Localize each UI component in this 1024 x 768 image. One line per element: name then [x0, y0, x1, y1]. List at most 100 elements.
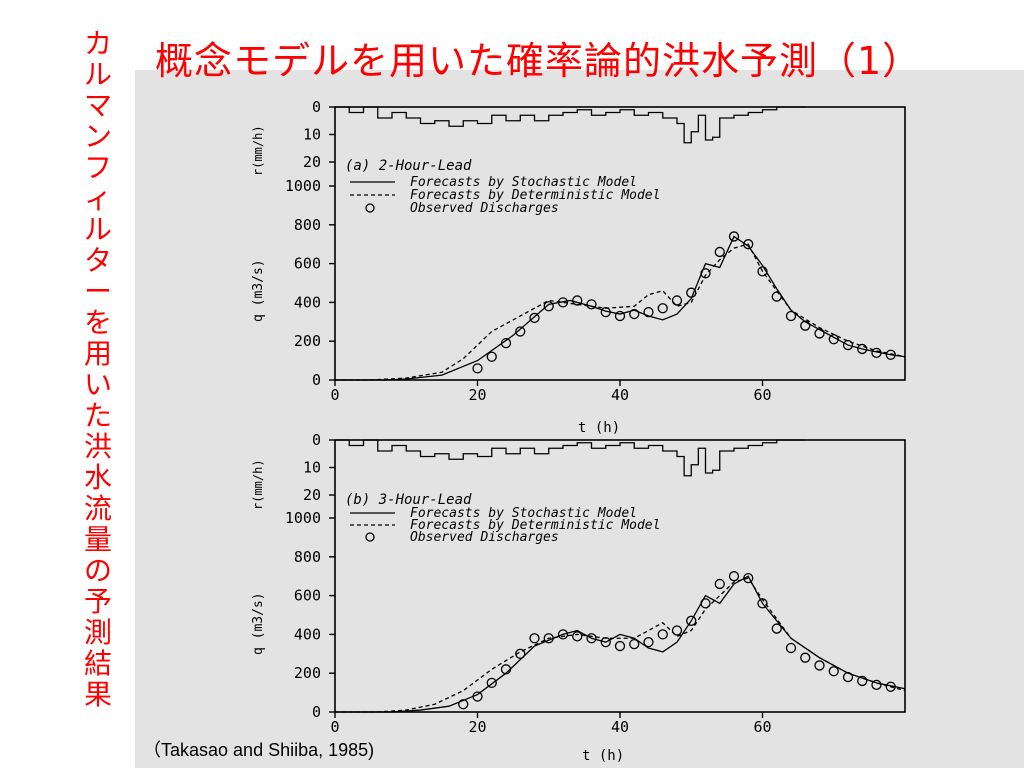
panel-a-ytick-label: 600 [294, 255, 321, 273]
panel-a-observed-point [557, 297, 569, 308]
panel-b-observed-point [771, 623, 782, 634]
panel-b-observed-point [614, 640, 626, 652]
panel-a-observed-point [643, 306, 654, 318]
panel-a-ytick-label: 0 [312, 371, 321, 389]
panel-a-observed-point [800, 320, 811, 331]
panel-b-legend-stochastic: Forecasts by Stochastic Model [410, 506, 637, 521]
panel-b-observed-point [572, 631, 583, 642]
panel-a-rain-tick-label: 0 [312, 98, 321, 116]
citation: （Takasao and Shiiba, 1985) [143, 740, 375, 760]
panel-a-observed-point [671, 295, 683, 306]
panel-b-xtick-label: 20 [468, 718, 486, 736]
panel-a-observed-point [572, 295, 583, 306]
panel-a-observed-point [728, 231, 740, 242]
panel-a-observed-point [486, 351, 497, 362]
vertical-side-title: カルマンフィルターを用いた洪水流量の予測結果 [83, 27, 112, 711]
panel-a-rain-tick-label: 20 [303, 153, 321, 171]
panel-b-ytick-label: 0 [312, 703, 321, 721]
panel-b-observed-point [629, 638, 640, 650]
panel-a-observed-point [785, 310, 797, 322]
panel-a-observed-point [614, 310, 626, 322]
panel-a-observed-point [771, 291, 782, 302]
panel-b-observed-point [714, 578, 725, 590]
panel-b-ytick-label: 600 [294, 587, 321, 605]
panel-b-observed-point [458, 699, 469, 710]
panel-b-legend-circle-swatch [365, 532, 375, 542]
panel-a-observed-point [842, 339, 854, 351]
panel-b-observed-point [671, 625, 683, 636]
panel-a: (a) 2-Hour-Lead Forecasts by Stochastic … [251, 125, 660, 436]
panel-a-observed-point [714, 246, 725, 258]
panel-b-observed-point [643, 637, 654, 648]
panel-b-observed-point [529, 633, 540, 644]
panel-a-observed-point [857, 343, 868, 355]
panel-b-frame [334, 439, 906, 713]
panel-b-observed-point [515, 648, 526, 659]
panel-b-observed-point [600, 637, 611, 648]
panel-b-observed-point [814, 660, 825, 671]
panel-a-rain-tick-label: 10 [303, 126, 321, 144]
panel-b-xtick-label: 60 [753, 718, 771, 736]
panel-a-observed-point [700, 268, 711, 279]
panel-b-observed-point [543, 633, 554, 644]
panel-a-ytick-label: 400 [294, 293, 321, 311]
panel-b-observed-point [728, 571, 740, 582]
panel-b-ytick-label: 800 [294, 548, 321, 566]
scanned-figure-background [135, 70, 1024, 768]
panel-a-rain-ylabel: r(mm/h) [251, 125, 265, 176]
panel-b-stochastic-line [335, 575, 906, 713]
panel-b-observed-point [800, 652, 811, 663]
panel-b-ytick-label: 1000 [285, 509, 321, 527]
panel-a-observed-point [743, 239, 754, 250]
panel-b-xlabel: t (h) [582, 748, 624, 764]
panel-a-observed-point [871, 347, 882, 358]
panel-a-deterministic-line [335, 243, 906, 381]
panel-b: (b) 3-Hour-Lead Forecasts by Stochastic … [251, 459, 660, 764]
panel-b-observed-point [828, 666, 839, 677]
panel-a-stochastic-line [335, 235, 906, 381]
panel-b-observed-point [871, 679, 882, 690]
panel-b-legend-deterministic: Forecasts by Deterministic Model [410, 518, 660, 533]
panel-a-observed-point [757, 266, 768, 277]
panel-b-rain-tick-label: 20 [303, 486, 321, 504]
panel-b-rain-tick-label: 10 [303, 459, 321, 477]
panel-a-legend-circle-swatch [365, 203, 375, 213]
panel-a-xtick-label: 20 [468, 386, 486, 404]
panel-a-observed-point [885, 349, 896, 360]
panel-b-observed-point [486, 677, 497, 689]
panel-b-legend-observed: Observed Discharges [410, 530, 559, 545]
panel-b-observed-point [743, 572, 754, 584]
panel-a-xtick-label: 60 [753, 386, 771, 404]
panel-b-xtick-label: 0 [330, 718, 339, 736]
panel-a-observed-point [529, 312, 540, 324]
panel-b-ytick-label: 400 [294, 625, 321, 643]
panel-b-label: (b) 3-Hour-Lead [345, 492, 472, 508]
panel-a-label: (a) 2-Hour-Lead [345, 158, 472, 174]
panel-a-ytick-label: 200 [294, 332, 321, 350]
panel-a-observed-point [814, 328, 825, 339]
panel-b-observed-point [472, 691, 483, 702]
panel-a-observed-point [472, 363, 483, 374]
panel-b-observed-point [500, 664, 512, 675]
panel-b-xtick-label: 40 [611, 718, 629, 736]
panel-a-observed-point [500, 337, 512, 349]
panel-b-observed-point [686, 615, 697, 626]
panel-b-rain-tick-label: 0 [312, 431, 321, 449]
panel-b-observed-point [785, 642, 797, 654]
panel-a-ytick-label: 1000 [285, 177, 321, 195]
slide-title: 概念モデルを用いた確率論的洪水予測（1） [155, 39, 922, 83]
panel-a-observed-point [586, 299, 597, 310]
panel-b-ylabel: q (m3/s) [251, 592, 266, 655]
panel-b-ytick-label: 200 [294, 664, 321, 682]
panel-b-observed-point [885, 681, 896, 692]
panel-a-observed-point [543, 301, 554, 312]
panel-b-observed-point [657, 629, 668, 640]
panel-b-rainfall-line [335, 439, 806, 477]
panel-a-observed-point [629, 308, 640, 320]
panel-a-xtick-label: 0 [330, 386, 339, 404]
panel-a-rainfall-line [335, 106, 806, 144]
panel-a-legend-deterministic: Forecasts by Deterministic Model [410, 188, 660, 203]
